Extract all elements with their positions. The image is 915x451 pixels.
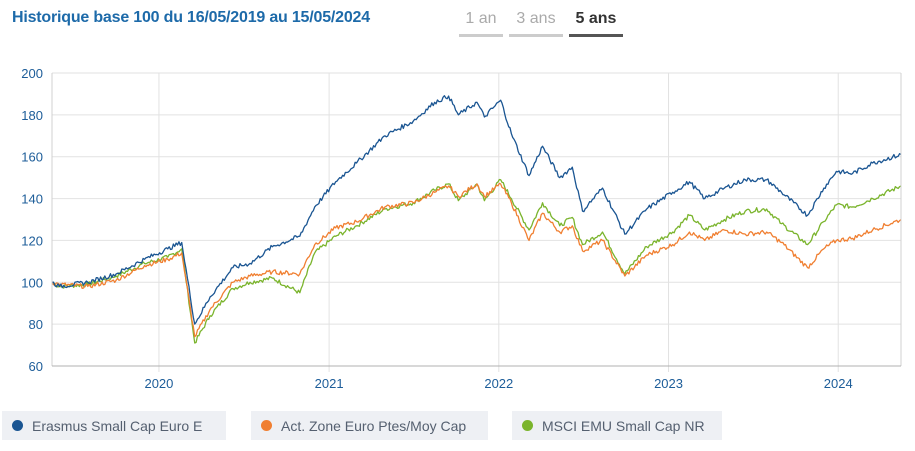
y-tick-label: 100: [21, 275, 43, 290]
legend-marker-icon: [522, 420, 533, 431]
series-line-1: [51, 182, 902, 338]
legend-label: Act. Zone Euro Ptes/Moy Cap: [281, 417, 467, 434]
period-tabs: 1 an 3 ans 5 ans: [459, 6, 629, 37]
legend-label: Erasmus Small Cap Euro E: [32, 417, 203, 434]
y-tick-label: 140: [21, 192, 43, 207]
y-tick-label: 200: [21, 66, 43, 81]
y-tick-label: 180: [21, 108, 43, 123]
series-line-2: [51, 178, 902, 344]
tab-3-ans[interactable]: 3 ans: [509, 6, 563, 37]
line-chart: 60 80 100 120 140 160 180 200 2020 2021 2022 2023 20…: [21, 66, 902, 391]
y-tick-label: 120: [21, 233, 43, 248]
x-tick-label: 2022: [484, 376, 513, 391]
tab-5-ans[interactable]: 5 ans: [569, 6, 623, 37]
tab-1-an[interactable]: 1 an: [459, 6, 503, 37]
series-line-0: [51, 95, 902, 325]
legend-marker-icon: [12, 420, 23, 431]
legend-marker-icon: [261, 420, 272, 431]
legend-item-erasmus[interactable]: Erasmus Small Cap Euro E: [2, 411, 226, 440]
legend-item-msci-emu[interactable]: MSCI EMU Small Cap NR: [512, 411, 722, 440]
y-tick-label: 160: [21, 150, 43, 165]
x-tick-label: 2024: [824, 376, 853, 391]
x-tick-label: 2023: [654, 376, 683, 391]
chart-title: Historique base 100 du 16/05/2019 au 15/…: [12, 9, 370, 26]
x-tick-label: 2021: [315, 376, 344, 391]
legend: Erasmus Small Cap Euro E Act. Zone Euro …: [0, 411, 915, 441]
legend-item-act-zone-euro[interactable]: Act. Zone Euro Ptes/Moy Cap: [251, 411, 488, 440]
x-tick-label: 2020: [144, 376, 173, 391]
y-tick-label: 60: [29, 359, 43, 374]
legend-label: MSCI EMU Small Cap NR: [542, 417, 705, 434]
y-tick-label: 80: [29, 317, 43, 332]
